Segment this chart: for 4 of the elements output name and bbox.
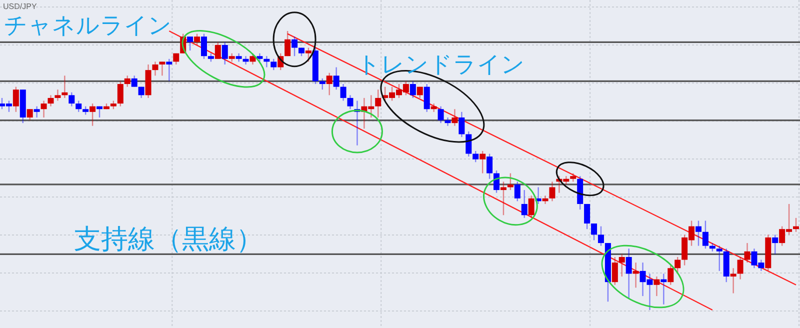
chart-title: USD/JPY	[3, 2, 38, 11]
annotation: トレンドライン	[357, 51, 525, 77]
annotation: チャネルライン	[4, 12, 172, 38]
annotation: 支持線（黒線）	[74, 224, 263, 254]
